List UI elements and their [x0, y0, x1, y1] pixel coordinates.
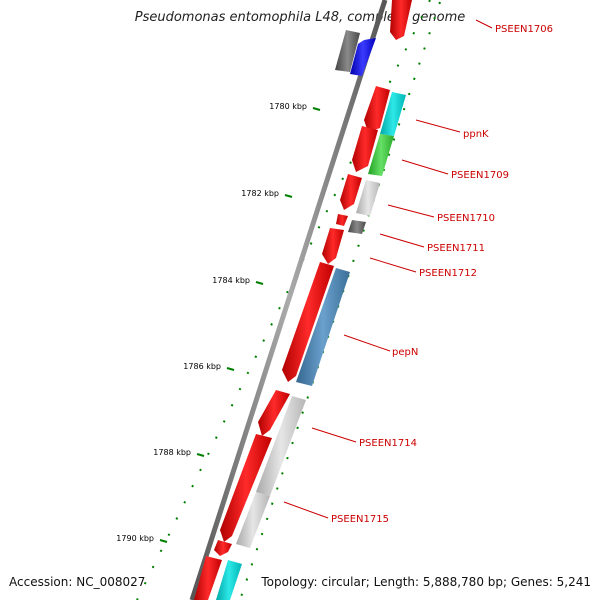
gene-label-pseen1706: PSEEN1706 — [495, 24, 553, 35]
scale-tick-label: 1780 kbp — [269, 102, 307, 111]
gene-red-7 — [258, 390, 290, 436]
gene-red-2 — [352, 126, 378, 172]
gene-label-pepn: pepN — [392, 347, 418, 358]
scale-tick-mark — [284, 194, 293, 198]
scale-ticks: 1780 kbp 1782 kbp 1784 kbp 1786 kbp 1788 kbp… — [116, 102, 321, 543]
gene-red-9 — [214, 540, 232, 556]
gene-pseen1709 — [368, 134, 394, 176]
gene-red-8 — [220, 434, 272, 542]
gene-labels: PSEEN1706 ppnK PSEEN1709 PSEEN1710 PSEEN… — [331, 24, 553, 525]
gene-red-1 — [364, 86, 390, 132]
scale-tick-mark — [159, 539, 168, 543]
scale-tick-label: 1784 kbp — [212, 276, 250, 285]
scale-tick-label: 1788 kbp — [153, 448, 191, 457]
backbone — [189, 0, 388, 600]
gene-red-4 — [336, 214, 348, 226]
gene-blue-top — [350, 38, 376, 76]
scale-tick-mark — [312, 107, 321, 111]
gene-red-6 — [282, 262, 334, 382]
scale-tick-mark — [196, 453, 205, 457]
gene-label-pseen1714: PSEEN1714 — [359, 438, 417, 449]
scale-tick-label: 1786 kbp — [183, 362, 221, 371]
gene-label-pseen1712: PSEEN1712 — [419, 268, 477, 279]
gene-pseen1715 — [236, 492, 270, 548]
gene-pseen1710 — [356, 180, 380, 216]
gene-pseen1706-arrow — [390, 0, 412, 40]
gene-label-pseen1710: PSEEN1710 — [437, 213, 495, 224]
gene-label-pseen1711: PSEEN1711 — [427, 243, 485, 254]
genome-summary-text: Topology: circular; Length: 5,888,780 bp… — [261, 575, 591, 589]
gene-label-pseen1709: PSEEN1709 — [451, 170, 509, 181]
gene-label-pseen1715: PSEEN1715 — [331, 514, 389, 525]
gene-features — [194, 0, 412, 600]
scale-tick-label: 1782 kbp — [241, 189, 279, 198]
gene-label-ppnk: ppnK — [463, 129, 489, 140]
gene-cyan-bottom — [216, 560, 242, 600]
scale-tick-mark — [226, 367, 235, 371]
gene-pseen1714 — [256, 396, 306, 496]
gene-dark-top — [335, 30, 360, 72]
gene-red-3 — [340, 174, 362, 210]
gene-pseen1711 — [348, 220, 366, 234]
accession-text: Accession: NC_008027 — [9, 575, 146, 589]
gene-red-10 — [194, 556, 222, 600]
gene-red-5 — [322, 228, 344, 264]
scale-tick-mark — [255, 281, 264, 285]
gene-pepn — [296, 268, 350, 386]
scale-tick-label: 1790 kbp — [116, 534, 154, 543]
gene-ppnk — [380, 92, 406, 136]
label-connectors — [283, 19, 493, 519]
